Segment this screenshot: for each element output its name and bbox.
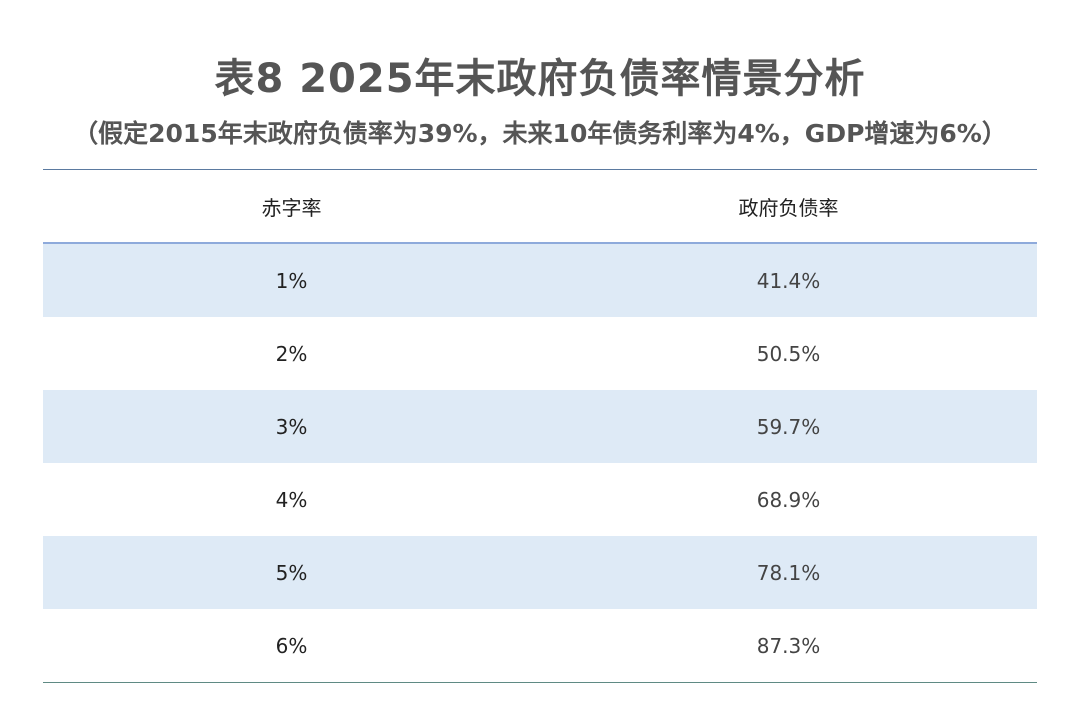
debt-ratio-cell: 87.3%	[756, 633, 821, 658]
table-row: 4% 68.9%	[43, 463, 1037, 536]
debt-ratio-cell: 59.7%	[756, 414, 821, 439]
deficit-rate-cell: 5%	[275, 560, 308, 585]
debt-ratio-cell: 41.4%	[756, 268, 821, 293]
table-row: 1% 41.4%	[43, 244, 1037, 317]
table-row: 2% 50.5%	[43, 317, 1037, 390]
debt-ratio-cell: 78.1%	[756, 560, 821, 585]
debt-ratio-cell: 50.5%	[756, 341, 821, 366]
deficit-rate-cell: 3%	[275, 414, 308, 439]
deficit-rate-cell: 6%	[275, 633, 308, 658]
table-row: 5% 78.1%	[43, 536, 1037, 609]
header-debt-ratio: 政府负债率	[738, 195, 839, 220]
data-table: 赤字率 政府负债率 1% 41.4% 2% 50.5% 3% 59.7% 4% 68.9% 5%…	[43, 169, 1037, 683]
header-row: 赤字率 政府负债率	[43, 170, 1037, 244]
table-title: 表8 2025年末政府负债率情景分析	[214, 56, 866, 102]
deficit-rate-cell: 1%	[275, 268, 308, 293]
deficit-rate-cell: 4%	[275, 487, 308, 512]
table-subtitle: （假定2015年末政府负债率为39%，未来10年债务利率为4%，GDP增速为6%…	[73, 119, 1007, 148]
debt-ratio-cell: 68.9%	[756, 487, 821, 512]
table-row: 6% 87.3%	[43, 609, 1037, 682]
header-deficit-rate: 赤字率	[261, 195, 322, 220]
table-row: 3% 59.7%	[43, 390, 1037, 463]
deficit-rate-cell: 2%	[275, 341, 308, 366]
